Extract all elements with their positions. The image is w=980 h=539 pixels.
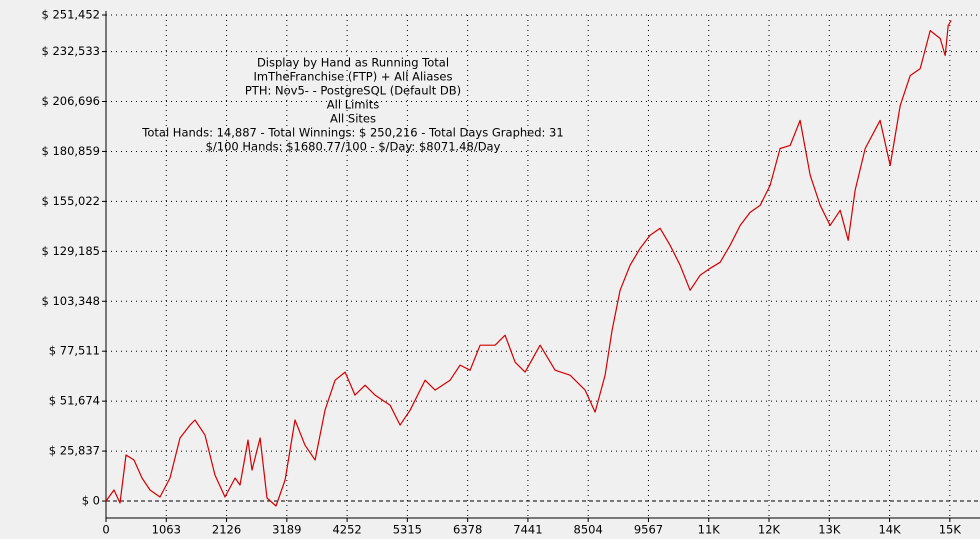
x-tick-label: 1063	[152, 523, 181, 537]
y-tick-label: $ 25,837	[49, 444, 100, 458]
x-tick-label: 7441	[513, 523, 542, 537]
x-tick-label: 14K	[878, 523, 901, 537]
x-tick-label: 0	[102, 523, 109, 537]
y-tick-label: $ 206,696	[41, 94, 100, 108]
x-tick-label: 5315	[393, 523, 422, 537]
y-tick-label: $ 155,022	[41, 194, 100, 208]
y-tick-label: $ 51,674	[49, 394, 100, 408]
x-tick-label: 8504	[574, 523, 603, 537]
y-tick-label: $ 251,452	[41, 8, 100, 22]
data-line	[105, 20, 952, 507]
x-tick-label: 6378	[453, 523, 482, 537]
annotation: All Limits	[327, 98, 379, 112]
x-tick-label: 13K	[818, 523, 841, 537]
x-tick-label: 3189	[272, 523, 301, 537]
x-tick-label: 2126	[212, 523, 241, 537]
y-tick-label: $ 77,511	[49, 344, 100, 358]
y-tick-label: $ 103,348	[41, 294, 100, 308]
x-tick-label: 11K	[698, 523, 721, 537]
y-tick-label: $ 129,185	[41, 244, 100, 258]
annotation: Display by Hand as Running Total	[257, 56, 449, 70]
x-tick-label: 12K	[758, 523, 781, 537]
y-tick-label: $ 180,859	[41, 144, 100, 158]
annotation: PTH: Nov5- - PostgreSQL (Default DB)	[245, 84, 461, 98]
y-tick-label: $ 0	[82, 494, 100, 508]
x-tick-label: 9567	[634, 523, 663, 537]
annotation: Total Hands: 14,887 - Total Winnings: $ …	[141, 126, 563, 140]
annotation: $/100 Hands: $1680.77/100 - $/Day: $8071…	[206, 140, 501, 154]
annotation: ImTheFranchise (FTP) + All Aliases	[254, 70, 453, 84]
annotation: All Sites	[330, 112, 376, 126]
y-tick-label: $ 232,533	[41, 44, 100, 58]
x-tick-label: 15K	[939, 523, 962, 537]
x-tick-label: 4252	[332, 523, 361, 537]
